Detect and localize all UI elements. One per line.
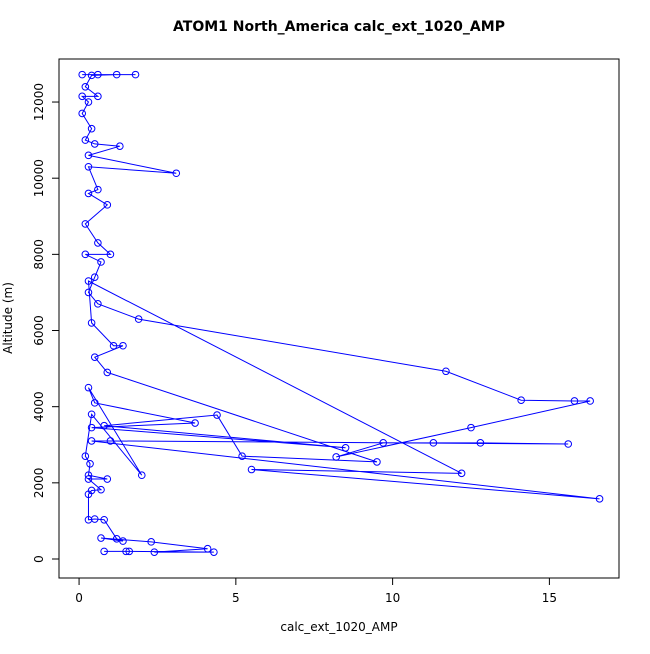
data-point bbox=[84, 98, 93, 106]
data-point bbox=[81, 220, 90, 228]
data-point bbox=[109, 341, 118, 350]
data-point bbox=[467, 423, 475, 432]
data-point bbox=[137, 471, 146, 480]
plot-frame bbox=[58, 58, 620, 579]
data-point bbox=[210, 548, 218, 556]
data-point bbox=[125, 547, 134, 556]
data-point bbox=[238, 452, 246, 460]
x-tick-label: 10 bbox=[385, 591, 400, 605]
y-tick-label: 12000 bbox=[32, 83, 46, 121]
data-point bbox=[103, 368, 112, 377]
data-point bbox=[81, 136, 90, 144]
y-axis-label: Altitude (m) bbox=[1, 282, 15, 354]
data-point bbox=[87, 319, 96, 327]
data-point bbox=[103, 475, 112, 483]
data-point bbox=[84, 288, 93, 297]
data-point bbox=[442, 367, 450, 376]
x-tick-label: 0 bbox=[75, 591, 83, 605]
data-point bbox=[116, 142, 124, 151]
data-point bbox=[122, 547, 130, 556]
data-point bbox=[78, 70, 87, 79]
data-point bbox=[112, 70, 121, 79]
data-point bbox=[100, 547, 108, 556]
data-point bbox=[81, 250, 90, 259]
data-point bbox=[564, 440, 573, 448]
data-point bbox=[213, 411, 221, 419]
data-point bbox=[457, 469, 466, 478]
y-tick-label: 0 bbox=[32, 555, 46, 563]
data-point bbox=[84, 383, 93, 392]
data-point bbox=[203, 544, 212, 553]
y-tick-label: 4000 bbox=[32, 391, 46, 422]
data-point bbox=[119, 341, 127, 350]
data-point bbox=[100, 515, 108, 524]
data-point bbox=[147, 538, 155, 546]
y-tick-label: 8000 bbox=[32, 239, 46, 270]
data-point bbox=[131, 70, 140, 79]
x-tick-label: 5 bbox=[232, 591, 240, 605]
data-line bbox=[80, 74, 600, 553]
data-point bbox=[84, 490, 93, 499]
data-point bbox=[90, 515, 99, 523]
data-point bbox=[106, 437, 115, 445]
data-point bbox=[97, 534, 105, 542]
data-point bbox=[78, 92, 87, 101]
data-point bbox=[84, 471, 93, 480]
data-point bbox=[379, 439, 388, 447]
data-point bbox=[586, 397, 594, 405]
data-point bbox=[84, 189, 93, 198]
data-point bbox=[86, 459, 94, 468]
data-point bbox=[81, 82, 90, 91]
data-point bbox=[94, 300, 102, 308]
data-point bbox=[476, 439, 485, 447]
chart-title: ATOM1 North_America calc_ext_1020_AMP bbox=[173, 19, 505, 35]
data-point bbox=[429, 439, 438, 447]
data-point bbox=[595, 495, 604, 503]
data-point bbox=[90, 353, 99, 361]
data-point bbox=[100, 421, 108, 430]
data-point bbox=[84, 162, 93, 171]
data-point bbox=[119, 537, 127, 545]
data-point bbox=[94, 92, 102, 101]
data-point bbox=[134, 315, 143, 323]
data-point bbox=[90, 140, 99, 148]
data-point bbox=[90, 273, 99, 282]
x-tick-label: 15 bbox=[542, 591, 557, 605]
data-point bbox=[87, 437, 96, 445]
data-point bbox=[90, 399, 99, 407]
y-tick-label: 2000 bbox=[32, 468, 46, 499]
data-point bbox=[84, 277, 93, 285]
data-point bbox=[373, 458, 381, 466]
data-point bbox=[78, 109, 87, 118]
data-point bbox=[87, 423, 96, 432]
data-point bbox=[84, 475, 93, 483]
data-point bbox=[84, 151, 93, 160]
data-point bbox=[106, 250, 115, 259]
data-point bbox=[191, 419, 199, 427]
data-point bbox=[172, 169, 181, 178]
data-point bbox=[97, 258, 105, 266]
data-point bbox=[87, 124, 96, 133]
data-point bbox=[570, 397, 579, 405]
data-point bbox=[332, 453, 340, 461]
data-point bbox=[94, 185, 102, 194]
x-axis-label: calc_ext_1020_AMP bbox=[280, 620, 397, 634]
data-point bbox=[81, 452, 90, 460]
data-point bbox=[87, 71, 96, 80]
data-point bbox=[94, 239, 102, 247]
data-point bbox=[150, 548, 159, 556]
y-tick-label: 10000 bbox=[32, 159, 46, 197]
data-point bbox=[87, 410, 96, 419]
data-point bbox=[517, 396, 525, 405]
data-point bbox=[341, 444, 350, 452]
data-point bbox=[103, 201, 112, 209]
data-point bbox=[97, 485, 105, 494]
y-tick-label: 6000 bbox=[32, 315, 46, 346]
data-point bbox=[247, 465, 256, 474]
